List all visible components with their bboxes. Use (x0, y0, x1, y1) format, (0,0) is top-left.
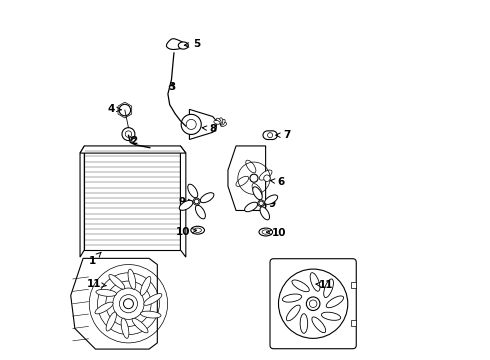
Circle shape (258, 200, 265, 207)
Text: 9: 9 (262, 199, 275, 210)
Circle shape (125, 131, 132, 137)
Ellipse shape (141, 276, 151, 296)
Circle shape (250, 174, 258, 182)
Ellipse shape (214, 120, 220, 124)
Circle shape (122, 128, 135, 140)
Ellipse shape (144, 293, 162, 305)
Ellipse shape (121, 318, 129, 338)
Ellipse shape (282, 294, 302, 302)
Polygon shape (80, 146, 84, 257)
Ellipse shape (259, 170, 272, 180)
Ellipse shape (141, 311, 161, 318)
FancyBboxPatch shape (270, 259, 356, 349)
Circle shape (309, 300, 317, 307)
Ellipse shape (312, 317, 326, 333)
Ellipse shape (260, 207, 270, 220)
Text: 9: 9 (179, 197, 193, 207)
Text: 5: 5 (184, 40, 200, 49)
Bar (351, 320, 356, 325)
Polygon shape (228, 146, 266, 211)
Ellipse shape (265, 195, 278, 204)
Bar (351, 282, 356, 288)
Circle shape (119, 104, 131, 116)
Ellipse shape (191, 226, 204, 234)
Ellipse shape (252, 184, 262, 196)
Ellipse shape (245, 202, 258, 212)
Ellipse shape (262, 230, 270, 234)
Ellipse shape (246, 160, 256, 173)
Circle shape (259, 201, 263, 206)
Text: 8: 8 (202, 124, 217, 134)
Ellipse shape (200, 193, 214, 203)
Ellipse shape (96, 289, 117, 296)
Ellipse shape (95, 302, 113, 314)
Circle shape (264, 175, 270, 181)
Circle shape (306, 297, 320, 310)
Ellipse shape (106, 312, 117, 331)
Ellipse shape (300, 314, 308, 333)
Circle shape (186, 120, 196, 130)
Polygon shape (71, 258, 157, 349)
Text: 11: 11 (86, 279, 106, 289)
Ellipse shape (326, 296, 343, 308)
Ellipse shape (188, 184, 198, 198)
Ellipse shape (324, 279, 334, 298)
Ellipse shape (194, 228, 201, 232)
Circle shape (181, 114, 201, 134)
Text: 10: 10 (267, 228, 287, 238)
Text: 1: 1 (89, 252, 101, 266)
Text: 11: 11 (316, 280, 334, 290)
Polygon shape (167, 39, 186, 49)
Polygon shape (84, 146, 180, 250)
Circle shape (123, 299, 133, 309)
Polygon shape (190, 109, 216, 139)
Polygon shape (178, 42, 188, 49)
Circle shape (268, 133, 272, 138)
Ellipse shape (236, 176, 248, 186)
Text: 6: 6 (270, 177, 285, 187)
Circle shape (193, 198, 200, 205)
Text: 2: 2 (130, 136, 138, 145)
Ellipse shape (219, 118, 223, 124)
Text: 7: 7 (276, 130, 291, 140)
Ellipse shape (196, 205, 205, 219)
Ellipse shape (287, 305, 300, 321)
Polygon shape (80, 146, 186, 153)
Text: 4: 4 (108, 104, 121, 114)
Text: 10: 10 (175, 227, 196, 237)
Ellipse shape (217, 118, 221, 124)
Ellipse shape (253, 187, 262, 200)
Ellipse shape (128, 269, 136, 289)
Ellipse shape (109, 275, 125, 289)
Ellipse shape (220, 122, 226, 126)
Ellipse shape (321, 312, 341, 320)
Ellipse shape (259, 228, 272, 236)
Circle shape (194, 199, 199, 204)
Polygon shape (263, 131, 277, 140)
Ellipse shape (179, 201, 193, 210)
Ellipse shape (310, 273, 320, 291)
Ellipse shape (292, 280, 309, 292)
Ellipse shape (220, 120, 225, 125)
Polygon shape (180, 146, 186, 257)
Ellipse shape (132, 318, 148, 333)
Text: 3: 3 (168, 82, 175, 92)
